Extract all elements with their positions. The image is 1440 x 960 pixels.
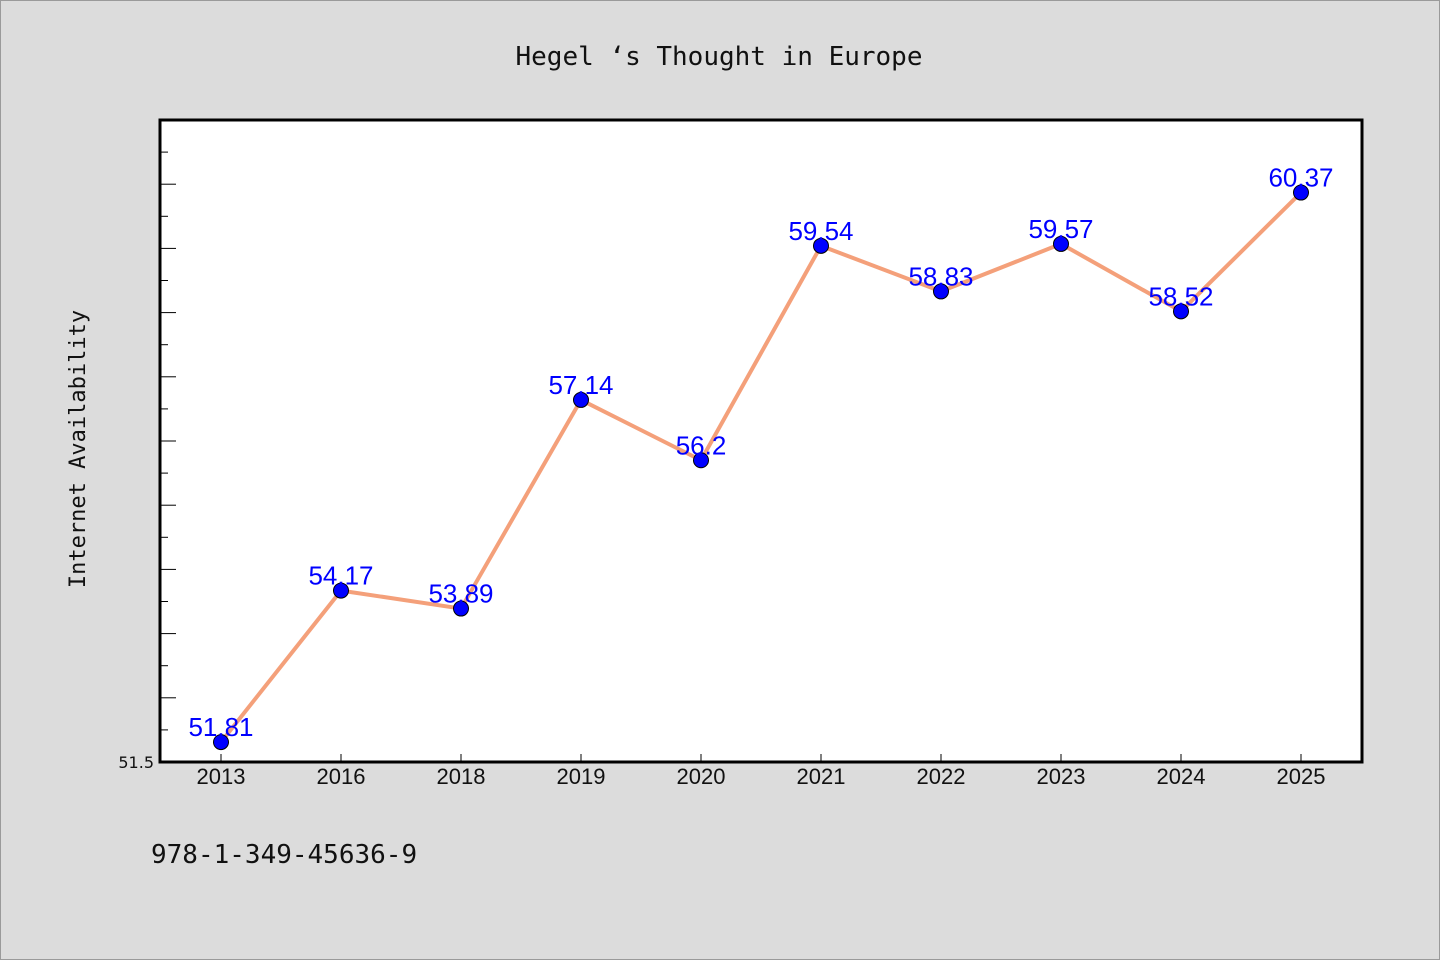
x-tick-label: 2023 bbox=[1037, 764, 1086, 789]
data-point bbox=[333, 582, 349, 599]
data-label: 56.2 bbox=[676, 430, 727, 460]
isbn-caption: 978-1-349-45636-9 bbox=[151, 840, 417, 870]
data-point bbox=[1293, 184, 1309, 201]
x-tick-label: 2013 bbox=[197, 764, 246, 789]
x-tick-label: 2018 bbox=[437, 764, 486, 789]
data-label: 51.81 bbox=[188, 712, 253, 742]
x-tick-label: 2022 bbox=[917, 764, 966, 789]
data-point bbox=[1053, 235, 1069, 252]
x-tick-label: 2025 bbox=[1277, 764, 1326, 789]
data-label: 54.17 bbox=[308, 561, 373, 591]
data-label: 60.37 bbox=[1268, 163, 1333, 193]
data-label: 59.54 bbox=[788, 216, 853, 246]
series-points-group bbox=[213, 184, 1309, 751]
x-tick-label: 2020 bbox=[677, 764, 726, 789]
x-tick-label: 2021 bbox=[797, 764, 846, 789]
data-point bbox=[1173, 303, 1189, 320]
data-label: 58.52 bbox=[1148, 281, 1213, 311]
y-axis: 51.5 bbox=[118, 753, 154, 772]
x-tick-label: 2024 bbox=[1157, 764, 1206, 789]
data-label: 57.14 bbox=[548, 370, 613, 400]
data-point bbox=[933, 283, 949, 300]
x-tick-label: 2019 bbox=[557, 764, 606, 789]
data-label: 58.83 bbox=[908, 261, 973, 291]
series-line-group bbox=[219, 191, 1303, 744]
data-label: 59.57 bbox=[1028, 214, 1093, 244]
x-tick-label: 2016 bbox=[317, 764, 366, 789]
data-point bbox=[693, 452, 709, 469]
data-point bbox=[453, 600, 469, 617]
series-line bbox=[219, 191, 1303, 744]
data-point bbox=[573, 391, 589, 408]
data-label: 53.89 bbox=[428, 579, 493, 609]
data-point bbox=[813, 237, 829, 254]
y-tick-label: 51.5 bbox=[118, 753, 154, 772]
data-labels-group: 51.81 54.17 53.89 57.14 56.2 59.54 58.83 59.57 5… bbox=[188, 163, 1333, 743]
plot-area bbox=[158, 118, 1364, 764]
x-axis: 2013 2016 2018 2019 2020 2021 2022 2023 2024 2025 bbox=[197, 754, 1326, 789]
chart-title: Hegel ‘s Thought in Europe bbox=[516, 42, 923, 72]
y-axis-ticks bbox=[160, 119, 176, 763]
y-axis-label: Internet Availability bbox=[66, 310, 91, 588]
data-point bbox=[213, 734, 229, 751]
